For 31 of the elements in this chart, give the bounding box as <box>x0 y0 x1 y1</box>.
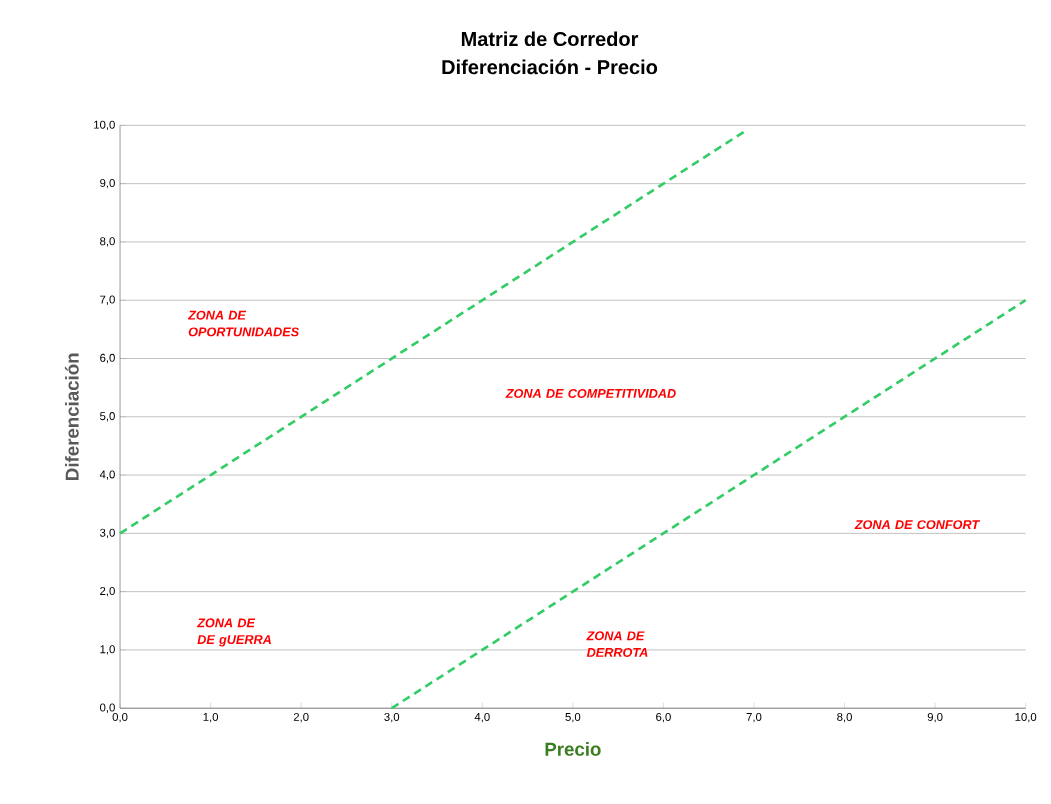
x-tick-label: 5,0 <box>565 712 581 723</box>
x-tick-label: 2,0 <box>293 712 309 723</box>
y-tick-label: 6,0 <box>100 353 115 364</box>
x-tick-label: 6,0 <box>656 712 671 723</box>
y-tick-label: 10,0 <box>94 120 115 130</box>
x-tick-label: 7,0 <box>746 712 762 723</box>
chart-subtitle: Diferenciación - Precio <box>442 59 658 75</box>
annotation: ZONA DE DE gUERRA <box>196 618 271 647</box>
y-tick-label: 8,0 <box>100 237 115 247</box>
y-tick-label: 3,0 <box>100 528 115 538</box>
y-tick-label: 5,0 <box>100 411 115 422</box>
y-axis-title: Diferenciación <box>64 353 79 480</box>
x-axis-title: Precio <box>545 742 601 756</box>
y-tick-label: 4,0 <box>99 470 115 480</box>
y-tick-label: 1,0 <box>100 645 115 655</box>
chart-title: Matriz de Corredor <box>461 31 639 46</box>
annotation: ZONA DE DERROTA <box>586 631 648 657</box>
x-tick-label: 4,0 <box>474 712 490 723</box>
x-tick-label: 3,0 <box>384 712 400 723</box>
y-tick-label: 9,0 <box>100 178 115 189</box>
annotation: ZONA DE COMPETITIVIDAD <box>505 388 676 398</box>
annotation: ZONA DE OPORTUNIDADES <box>187 310 300 337</box>
x-tick-label: 0,0 <box>112 712 128 723</box>
x-tick-label: 9,0 <box>927 712 943 723</box>
x-tick-label: 8,0 <box>837 712 852 723</box>
y-tick-label: 2,0 <box>100 586 115 597</box>
annotation: ZONA DE CONFORT <box>854 520 981 529</box>
x-tick-label: 1,0 <box>203 712 219 723</box>
y-tick-label: 0,0 <box>100 703 115 713</box>
y-tick-label: 7,0 <box>100 295 115 305</box>
x-tick-label: 10,0 <box>1015 712 1037 723</box>
